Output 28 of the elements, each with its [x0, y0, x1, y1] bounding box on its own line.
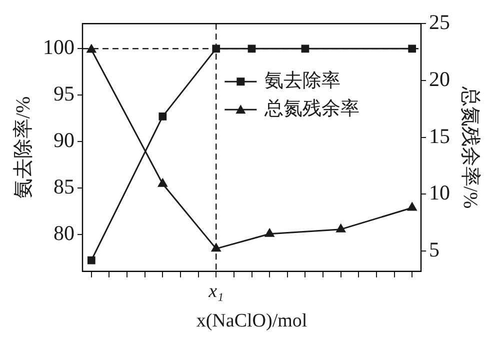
legend-label: 总氮残余率: [264, 98, 360, 120]
point: [264, 228, 274, 237]
y2-tick-label: 20: [429, 66, 450, 91]
legend-label: 氨去除率: [264, 70, 341, 92]
y-tick-label: 90: [54, 128, 74, 152]
point: [407, 202, 417, 211]
y2-tick-label: 10: [429, 180, 450, 205]
y2-tick-label: 25: [429, 10, 450, 34]
point: [408, 44, 416, 53]
x-tick-label: x₁: [208, 280, 224, 302]
y-tick-label: 100: [43, 35, 74, 60]
y-tick-label: 95: [54, 82, 74, 106]
point: [158, 178, 168, 187]
y-axis-title: 氨去除率/%: [12, 96, 34, 199]
y2-tick-label: 5: [429, 237, 440, 262]
point: [248, 44, 256, 53]
point: [211, 243, 221, 252]
y2-tick-label: 15: [429, 124, 450, 148]
point: [158, 112, 167, 120]
point: [87, 256, 96, 264]
point: [86, 44, 96, 53]
y2-axis-title: 总氮残余率/%: [458, 85, 481, 209]
point: [212, 44, 220, 53]
point: [301, 44, 310, 53]
point: [336, 224, 346, 232]
x-axis-title: x(NaClO)/mol: [196, 310, 308, 332]
y-tick-label: 80: [54, 220, 74, 245]
y-tick-label: 85: [54, 174, 74, 198]
